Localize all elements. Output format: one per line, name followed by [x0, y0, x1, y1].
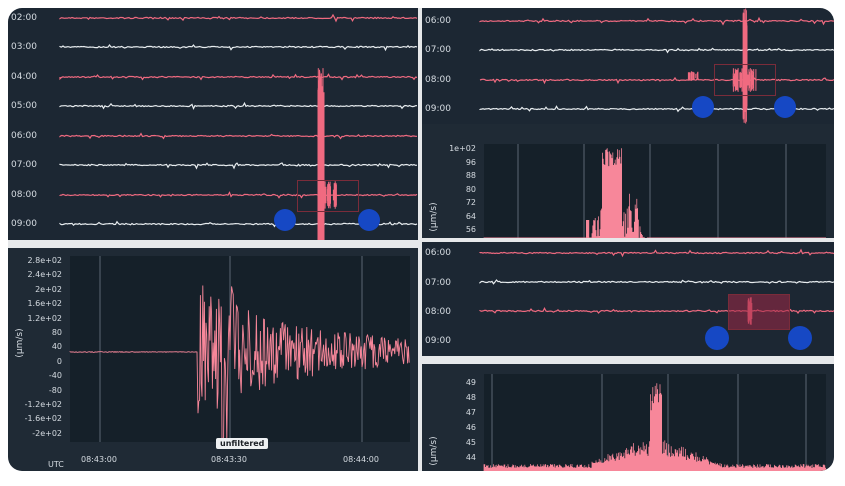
hour-label: 02:00 [11, 13, 37, 23]
helicorder-trace [59, 43, 418, 52]
screenshot-collage: 02:00 03:00 04:00 05:00 06:00 07:00 08:0… [8, 8, 834, 471]
selection-handle-right[interactable] [788, 326, 812, 350]
selection-box[interactable] [714, 64, 776, 96]
hour-label: 09:00 [425, 336, 451, 346]
hour-label: 06:00 [425, 248, 451, 258]
hour-label: 09:00 [11, 219, 37, 229]
panel-divider [422, 238, 834, 242]
y-tick-label: 1.6e+02 [27, 299, 62, 309]
hour-label: 09:00 [425, 104, 451, 114]
hour-label: 07:00 [425, 45, 451, 55]
main-waveform-trace [69, 256, 410, 442]
selection-handle-left[interactable] [274, 209, 296, 231]
selection-handle-right[interactable] [774, 96, 796, 118]
y-tick-label: 64 [465, 211, 476, 221]
y-tick-label: 46 [465, 423, 476, 432]
hour-label: 08:00 [425, 307, 451, 317]
y-tick-label: 48 [465, 393, 476, 402]
x-tick-label: 08:43:00 [81, 455, 117, 464]
quake-signal [317, 181, 337, 209]
top-right-helicorder[interactable]: 06:00 07:00 08:00 09:00 [422, 8, 834, 124]
top-right-waveform-chart: (µm/s) 1e+02 96 88 80 72 64 56 [422, 124, 834, 238]
x-tick-label: 08:43:30 [211, 455, 247, 464]
y-tick-label: 44 [465, 453, 476, 462]
selection-handle-left[interactable] [692, 96, 714, 118]
helicorder-trace [479, 47, 834, 54]
y-axis-label: (µm/s) [429, 436, 439, 466]
hour-label: 08:00 [11, 190, 37, 200]
main-waveform-chart: (µm/s) 2.8e+02 2.4e+02 2e+02 1.6e+02 1.2e+02… [8, 248, 418, 471]
top-right-waveform-trace [483, 144, 826, 238]
waveform-line [483, 383, 826, 471]
y-tick-label: -40 [48, 371, 62, 381]
helicorder-trace [479, 279, 834, 285]
hour-label: 06:00 [11, 131, 37, 141]
y-tick-label: 2.8e+02 [27, 256, 62, 265]
y-tick-label: -1.6e+02 [24, 414, 62, 424]
y-tick-label: 72 [465, 198, 476, 207]
helicorder-trace [59, 101, 417, 110]
hour-label: 05:00 [11, 101, 37, 111]
y-tick-label: -2e+02 [32, 428, 62, 438]
y-tick-label: 56 [465, 225, 476, 234]
top-right-plot-area[interactable] [484, 144, 826, 238]
filter-badge[interactable]: unfiltered [216, 438, 269, 449]
main-helicorder[interactable]: 02:00 03:00 04:00 05:00 06:00 07:00 08:0… [8, 8, 418, 240]
x-tick-label: 08:44:00 [343, 455, 379, 464]
helicorder-trace [59, 220, 418, 228]
quake-signal [732, 68, 757, 92]
selection-box[interactable] [728, 294, 790, 330]
y-tick-label: 1e+02 [449, 144, 476, 153]
y-tick-label: 96 [465, 157, 476, 167]
y-tick-label: 2e+02 [35, 284, 62, 294]
waveform-line [69, 285, 410, 442]
hour-label: 07:00 [425, 278, 451, 288]
quake-signal [687, 71, 699, 81]
y-tick-label: 45 [465, 438, 476, 447]
helicorder-trace [479, 16, 834, 26]
helicorder-trace [59, 73, 418, 81]
bottom-right-waveform-chart: (µm/s) 49 48 47 46 45 44 [422, 364, 834, 471]
y-tick-label: 0 [56, 356, 62, 366]
helicorder-trace [59, 162, 418, 170]
y-tick-label: 80 [465, 184, 476, 194]
y-tick-label: 88 [465, 171, 476, 180]
quake-signal [742, 8, 748, 124]
helicorder-trace [59, 132, 417, 140]
selection-box[interactable] [297, 180, 359, 212]
helicorder-trace [59, 191, 418, 199]
y-tick-label: 80 [51, 328, 62, 337]
waveform-line [483, 148, 826, 238]
y-tick-label: 49 [465, 378, 476, 387]
helicorder-trace [479, 248, 834, 258]
hour-label: 08:00 [425, 75, 451, 85]
y-tick-label: 2.4e+02 [27, 270, 62, 280]
selection-handle-right[interactable] [358, 209, 380, 231]
helicorder-trace [59, 13, 418, 23]
y-tick-label: 40 [51, 342, 62, 352]
x-axis-unit: UTC [48, 460, 64, 469]
hour-label: 06:00 [425, 16, 451, 26]
y-tick-label: -80 [48, 385, 62, 395]
hour-label: 07:00 [11, 160, 37, 170]
bottom-right-waveform-trace [483, 374, 826, 471]
y-tick-label: -1.2e+02 [24, 400, 62, 409]
hour-label: 03:00 [11, 42, 37, 52]
selection-handle-left[interactable] [705, 326, 729, 350]
helicorder-trace [479, 76, 834, 85]
main-helicorder-traces [59, 13, 418, 240]
y-tick-label: 47 [465, 408, 476, 417]
bottom-right-helicorder[interactable]: 06:00 07:00 08:00 09:00 [422, 242, 834, 356]
quake-signal [317, 68, 325, 240]
hour-label: 04:00 [11, 72, 37, 82]
y-tick-label: 1.2e+02 [27, 313, 62, 323]
